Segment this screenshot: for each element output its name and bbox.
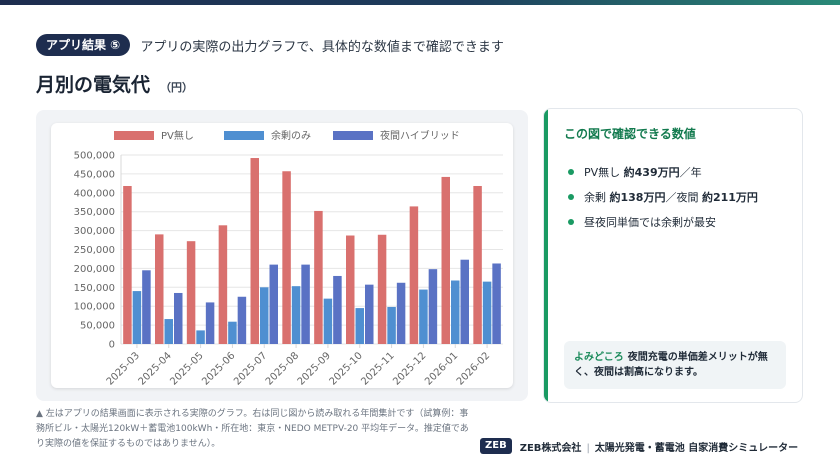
section-description: アプリの実際の出力グラフで、具体的な数値まで確認できます [140,39,504,55]
x-tick-label: 2025-12 [391,350,428,387]
bar [451,280,460,344]
y-tick-label: 450,000 [74,169,115,180]
bar [323,298,333,344]
bar [196,330,205,344]
bar [218,225,228,344]
bar [132,291,142,344]
x-tick-label: 2025-05 [168,350,205,387]
y-tick-label: 0 [109,340,115,351]
bar [269,264,278,344]
bar [377,234,387,344]
y-tick-label: 250,000 [74,245,115,256]
info-item-text: 昼夜同単価では余剰が最安 [584,215,716,229]
legend-swatch [224,131,264,140]
legend-swatch [333,131,373,140]
bar [205,302,215,344]
bar [142,270,151,344]
x-tick-label: 2026-02 [455,350,492,387]
note-tag: よみどころ [574,352,624,363]
zeb-logo: ZEB [480,438,512,454]
top-accent-bar [0,0,840,5]
bar [186,241,196,344]
bar [237,296,247,344]
bar [123,185,132,344]
bar [482,281,492,344]
info-item-text: 余剰 約138万円／夜間 約211万円 [584,190,758,204]
bar [333,275,342,344]
product-name: 太陽光発電・蓄電池 自家消費シミュレーター [594,442,799,454]
bar [164,319,173,344]
x-tick-label: 2026-01 [423,350,460,387]
bar [174,292,183,344]
chart-caption: ▲ 左はアプリの結果画面に表示される実際のグラフ。右は同じ図から読み取れる年間集… [36,409,469,449]
x-tick-label: 2025-09 [296,350,333,387]
note-box: よみどころ 夜間充電の単価差メリットが無く、夜間は割高になります。 [564,341,786,389]
x-tick-label: 2025-06 [200,350,237,387]
y-tick-label: 100,000 [74,302,115,313]
company-name: ZEB株式会社 [519,442,582,454]
y-tick-label: 200,000 [74,264,115,275]
bar [155,234,164,344]
bar [396,282,406,344]
bar [428,269,438,344]
bar [387,306,396,344]
bar [355,308,364,344]
bullet-icon [568,193,574,200]
info-list: PV無し 約439万円／年 余剰 約138万円／夜間 約211万円 昼夜同単価で… [568,159,758,234]
bar [314,210,323,344]
bar [282,171,291,344]
bar [460,259,469,344]
y-tick-label: 400,000 [74,188,115,199]
bar [492,263,501,344]
bar [365,284,374,344]
legend-label: 夜間ハイブリッド [380,129,460,142]
info-item: 余剰 約138万円／夜間 約211万円 [568,184,758,209]
y-tick-label: 150,000 [74,283,115,294]
bullet-icon [568,218,574,225]
section-badge: アプリ結果 ⑤ [36,34,131,56]
info-title: この図で確認できる数値 [564,127,696,141]
x-tick-label: 2025-08 [264,350,301,387]
y-tick-label: 350,000 [74,207,115,218]
bar [228,321,237,344]
x-tick-label: 2025-11 [359,350,396,387]
legend-label: 余剰のみ [271,129,311,142]
bar [441,176,450,344]
unit-label: （円） [160,81,194,94]
footer-separator: | [586,442,590,454]
legend-swatch [114,131,154,140]
bullet-icon [568,168,574,175]
info-item-text: PV無し 約439万円／年 [584,165,702,179]
footer-text: ZEB株式会社 | 太陽光発電・蓄電池 自家消費シミュレーター [520,439,798,454]
bar [419,289,428,344]
x-tick-label: 2025-07 [232,350,269,387]
x-tick-label: 2025-10 [328,350,365,387]
bar [346,235,355,344]
title-row: 月別の電気代 （円） [36,70,193,97]
section-header: アプリ結果 ⑤ アプリの実際の出力グラフで、具体的な数値まで確認できます [36,33,504,57]
monthly-cost-chart: PV無し 余剰のみ 夜間ハイブリッド 500,000 450,000 400,000 350… [74,129,503,388]
chart-card: PV無し 余剰のみ 夜間ハイブリッド 500,000 450,000 400,000 350… [51,123,513,388]
bar [409,206,419,344]
y-tick-label: 300,000 [74,226,115,237]
chart-panel: PV無し 余剰のみ 夜間ハイブリッド 500,000 450,000 400,000 350… [36,110,528,401]
footer: ZEB ZEB株式会社 | 太陽光発電・蓄電池 自家消費シミュレーター [480,437,798,455]
bar [250,158,259,344]
info-panel: この図で確認できる数値 PV無し 約439万円／年 余剰 約138万円／夜間 約… [543,108,803,403]
info-item: 昼夜同単価では余剰が最安 [568,209,758,234]
page-title: 月別の電気代 [36,74,151,96]
info-item: PV無し 約439万円／年 [568,159,758,184]
bar [260,287,269,344]
bar [473,185,482,344]
info-accent-bar [544,109,548,402]
note-text: 夜間充電の単価差メリットが無く、夜間は割高になります。 [574,352,768,378]
x-tick-label: 2025-03 [105,350,142,387]
bar [291,286,301,344]
x-tick-label: 2025-04 [137,350,174,387]
y-tick-label: 500,000 [74,151,115,162]
bar [301,264,310,344]
legend-label: PV無し [161,129,194,142]
y-tick-label: 50,000 [80,321,115,332]
